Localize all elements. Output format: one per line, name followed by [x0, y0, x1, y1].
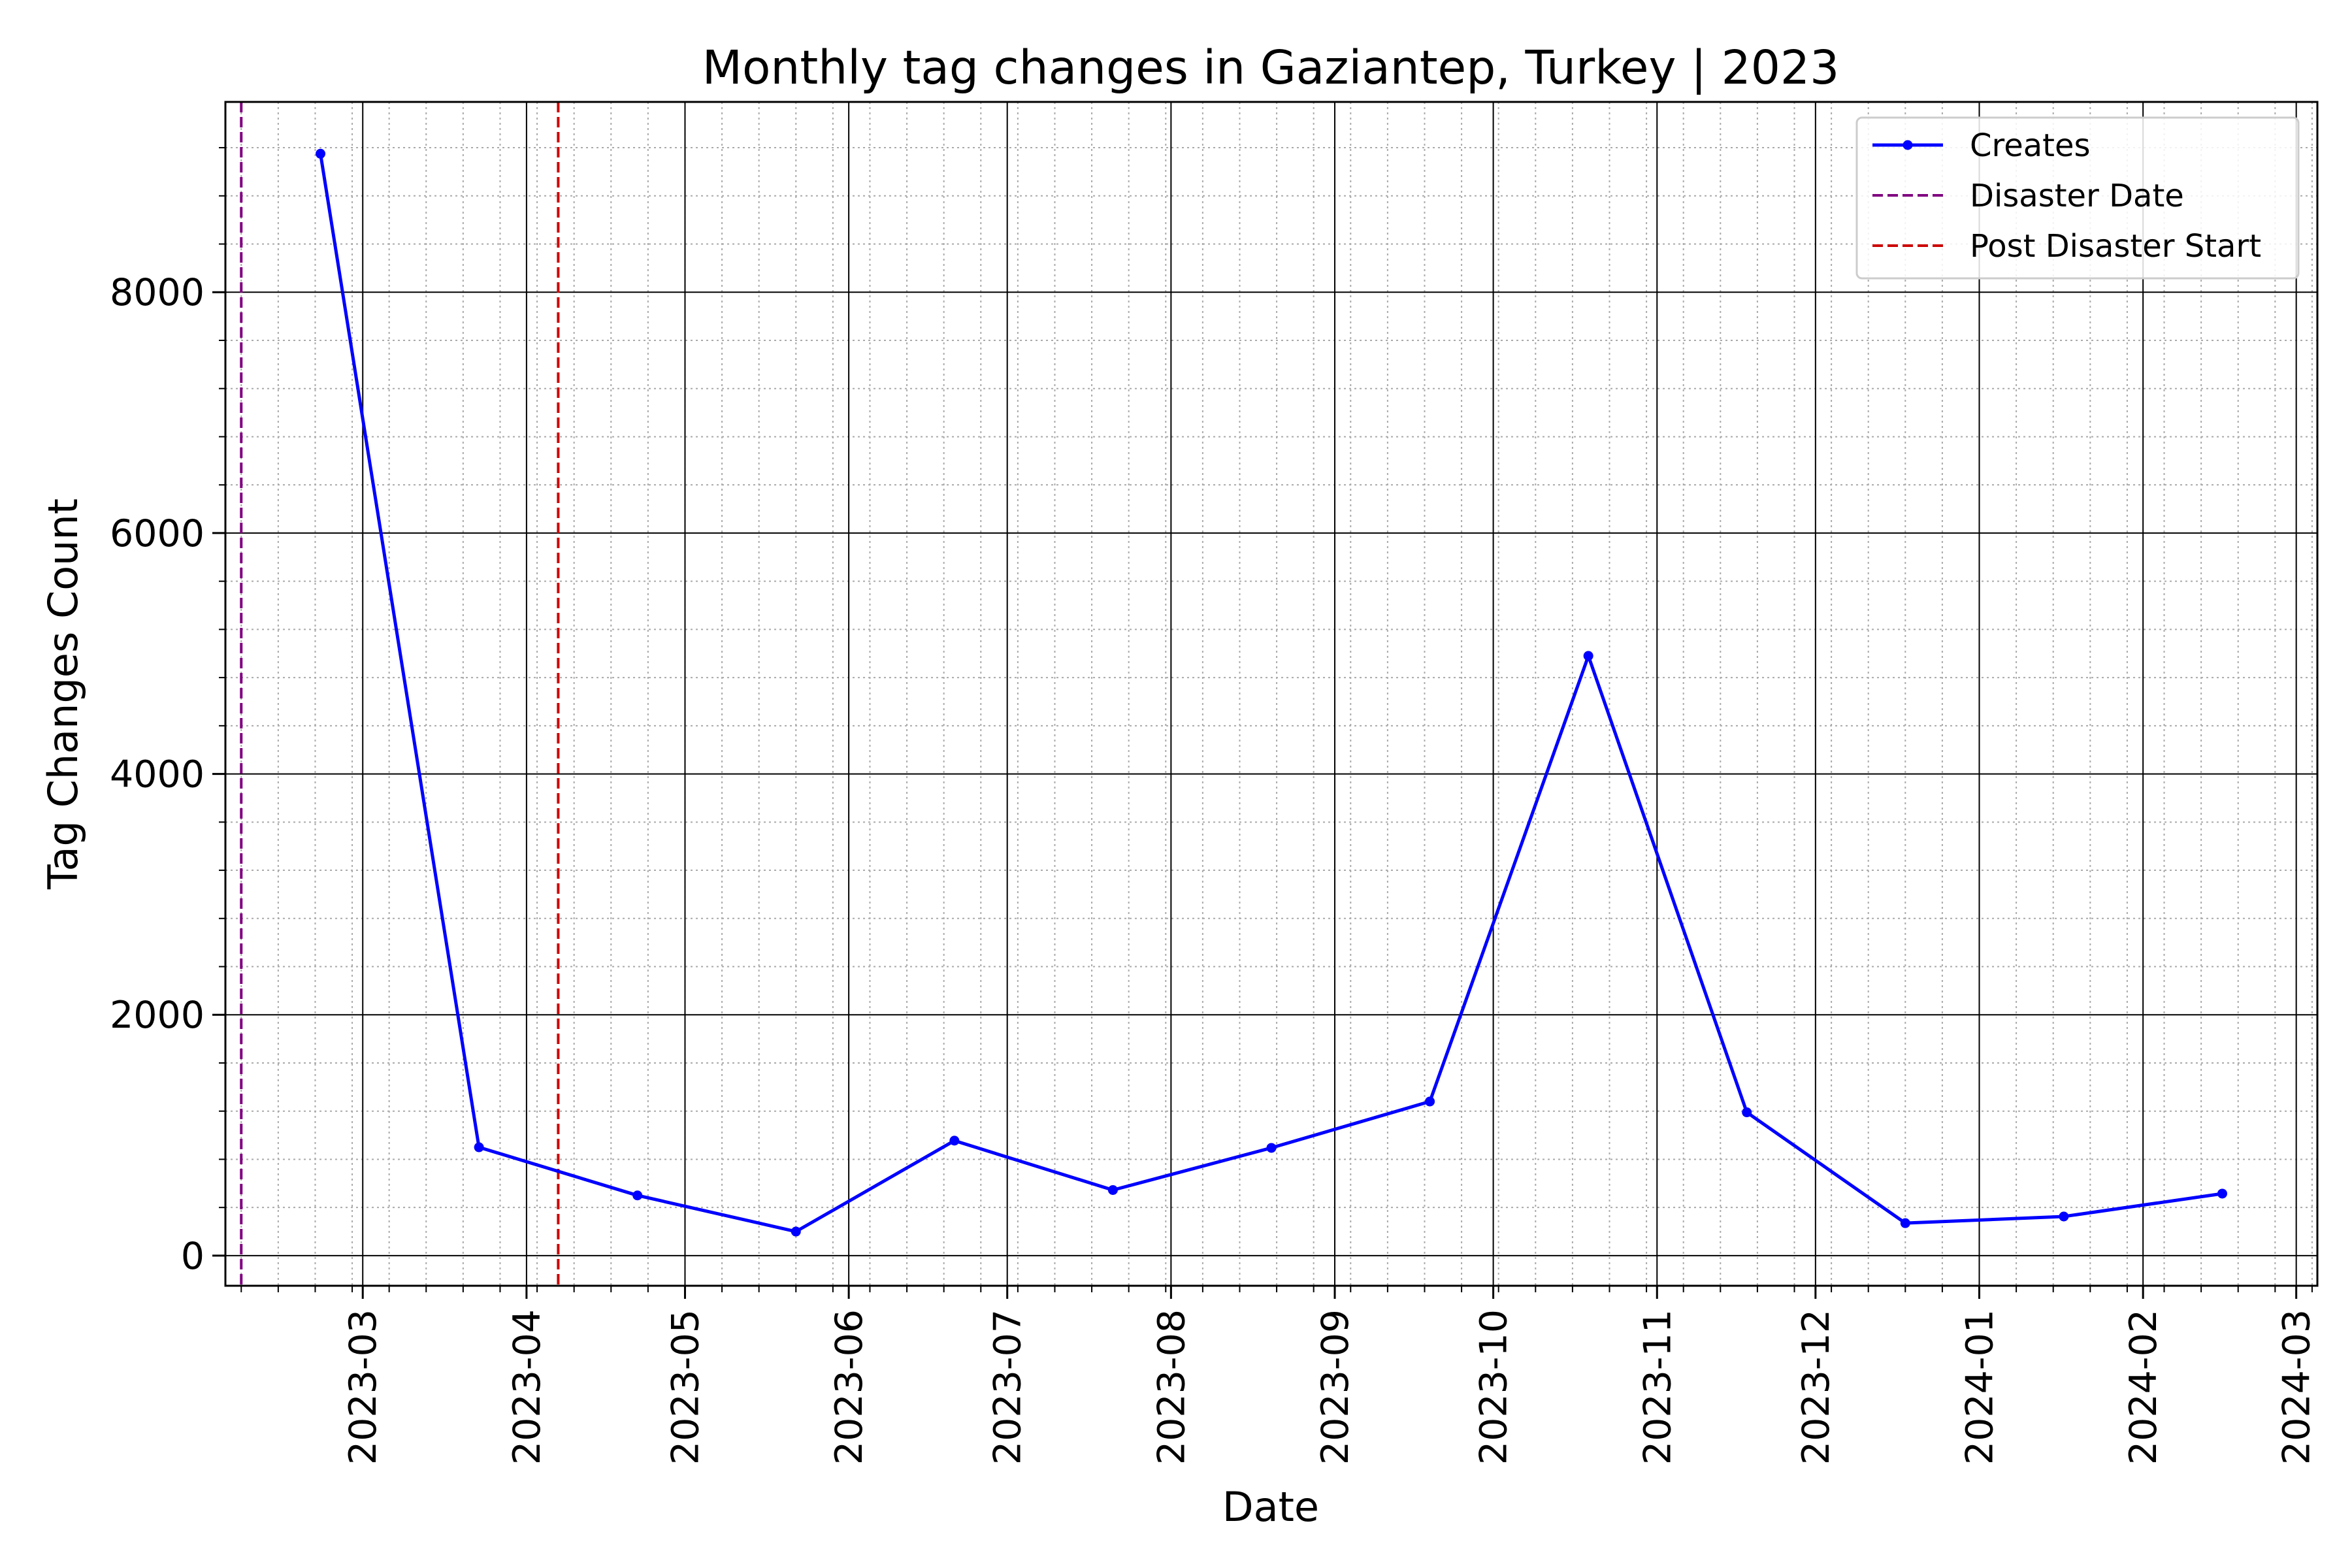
x-tick-label: 2023-03: [342, 1309, 385, 1465]
data-point: [1900, 1218, 1910, 1228]
series-line-0: [319, 153, 2223, 1233]
plot-frame: [224, 101, 2319, 1287]
x-tick-label: 2023-12: [1795, 1309, 1838, 1465]
y-tick-label: 0: [181, 1235, 204, 1278]
data-point: [1425, 1096, 1435, 1107]
y-tick-label: 8000: [110, 271, 204, 314]
series-layer: [316, 148, 2227, 1237]
x-tick-label: 2023-08: [1150, 1309, 1193, 1465]
major-grid: [225, 102, 2317, 1286]
legend-marker: [1903, 140, 1913, 150]
y-tick-label: 2000: [110, 994, 204, 1037]
chart-title: Monthly tag changes in Gaziantep, Turkey…: [702, 41, 1840, 95]
x-tick-label: 2023-09: [1314, 1309, 1357, 1465]
x-tick-label: 2023-11: [1636, 1309, 1679, 1465]
x-tick-label: 2024-03: [2276, 1309, 2319, 1465]
data-point: [2059, 1211, 2069, 1222]
x-tick-label: 2024-01: [1959, 1309, 2002, 1465]
y-axis: 0 2000 4000 6000 8000: [110, 147, 225, 1278]
data-point: [1107, 1184, 1118, 1195]
legend: Creates Disaster Date Post Disaster Start: [1855, 116, 2300, 280]
x-tick-label: 2023-05: [664, 1309, 707, 1465]
data-point: [474, 1142, 484, 1152]
y-tick-label: 6000: [110, 512, 204, 555]
x-tick-label: 2023-10: [1473, 1309, 1516, 1465]
data-point: [2217, 1188, 2227, 1199]
data-point: [1742, 1107, 1752, 1118]
reference-lines: [240, 102, 560, 1286]
x-tick-label: 2023-06: [828, 1309, 871, 1465]
data-point: [632, 1190, 643, 1201]
y-axis-label: Tag Changes Count: [39, 498, 87, 890]
data-point: [791, 1226, 801, 1237]
x-axis: 2023-03 2023-04 2023-05 2023-06 2023-07 2023-…: [240, 1286, 2319, 1465]
data-point: [949, 1135, 960, 1146]
legend-box: [1855, 116, 2300, 280]
data-point: [1266, 1143, 1277, 1153]
legend-label: Creates: [1970, 127, 2091, 164]
minor-grid: [225, 102, 2317, 1286]
data-point: [316, 148, 326, 159]
x-tick-label: 2023-07: [987, 1309, 1030, 1465]
x-axis-label: Date: [1222, 1483, 1319, 1531]
legend-label: Post Disaster Start: [1970, 228, 2261, 265]
y-tick-label: 4000: [110, 753, 204, 796]
legend-label: Disaster Date: [1970, 178, 2184, 214]
x-tick-label: 2024-02: [2122, 1309, 2165, 1465]
x-tick-label: 2023-04: [506, 1309, 549, 1465]
data-point: [1583, 651, 1593, 661]
